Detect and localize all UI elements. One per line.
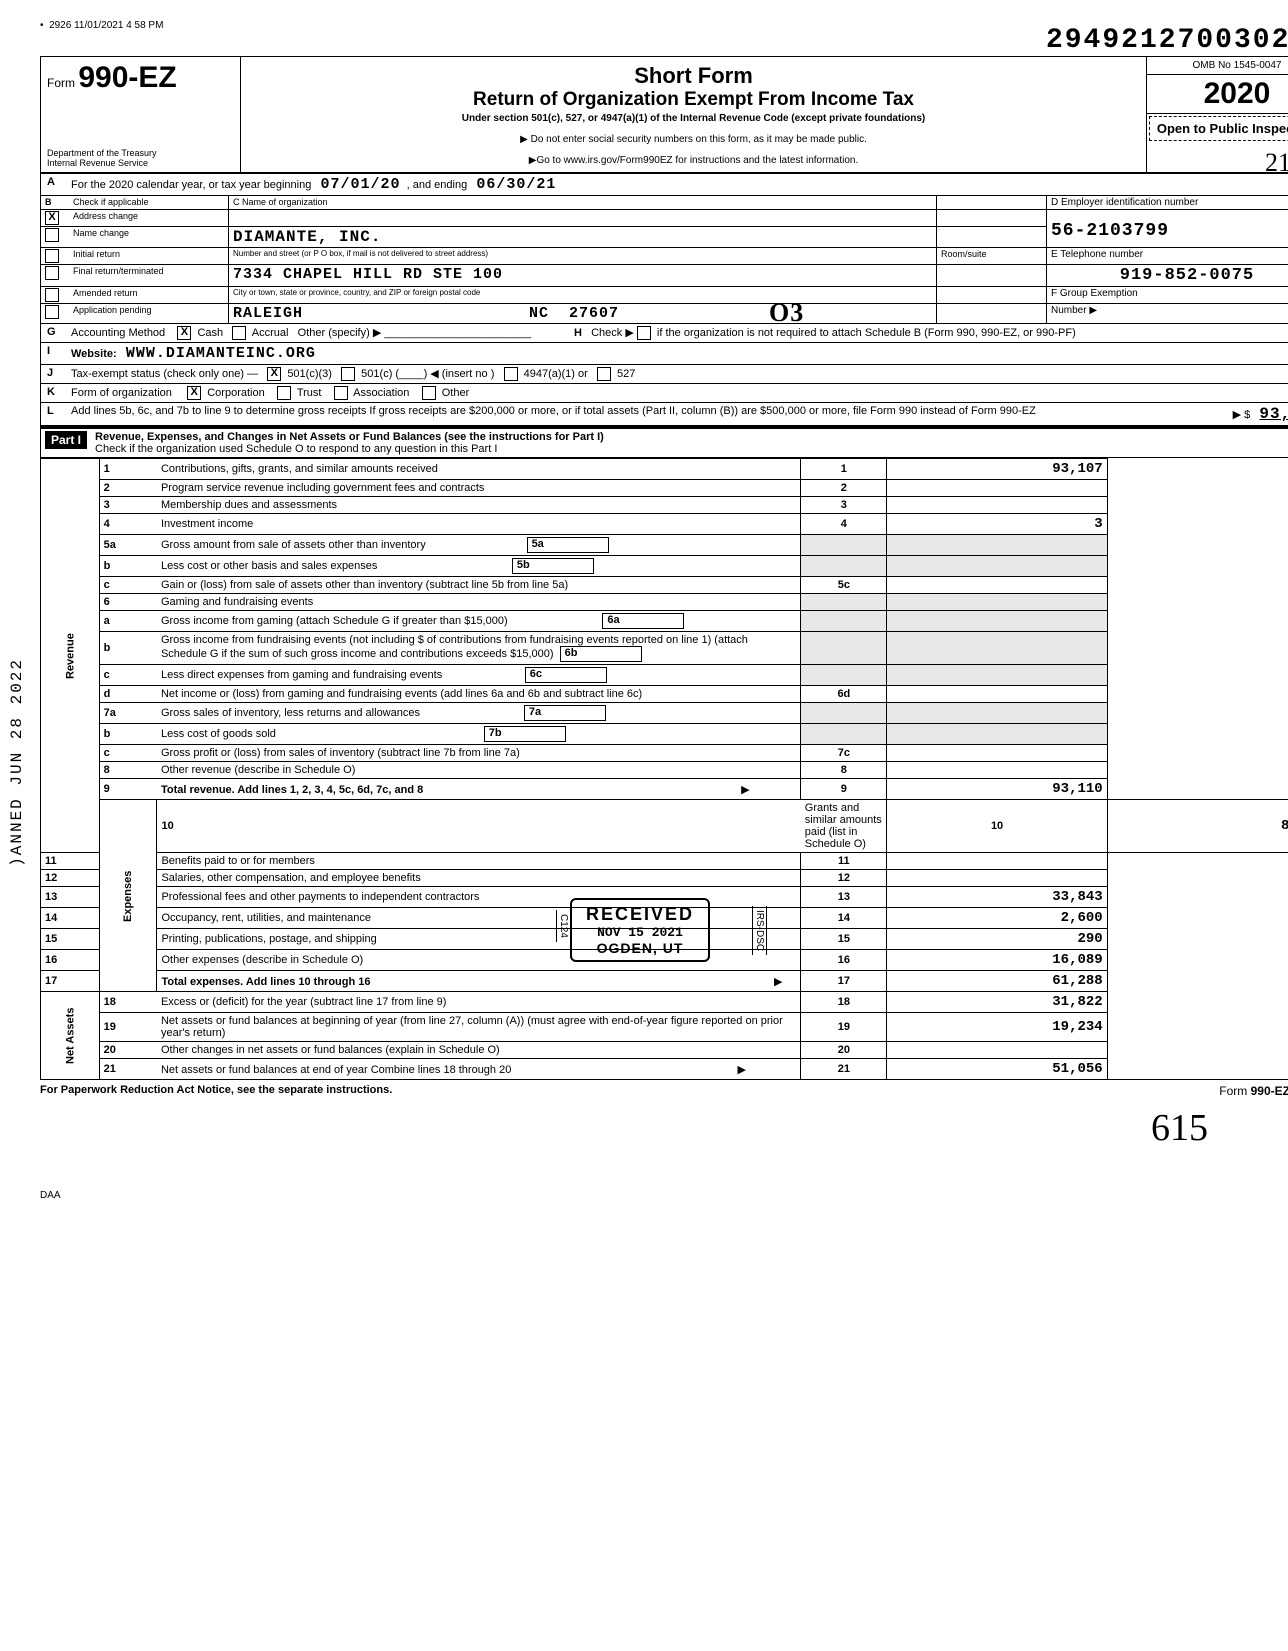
org-info-grid: B Check if applicable C Name of organiza… [40, 196, 1288, 324]
tax-year-begin: 07/01/20 [321, 176, 401, 193]
line-6a-inner: 6a [602, 613, 684, 629]
other-org-checkbox[interactable] [422, 386, 436, 400]
website-value: WWW.DIAMANTEINC.ORG [126, 345, 316, 362]
row-g-h: G Accounting Method X Cash Accrual Other… [40, 324, 1288, 343]
street-label: Number and street (or P O box, if mail i… [229, 248, 937, 265]
initial-return-checkbox[interactable] [45, 249, 59, 263]
corporation-checkbox[interactable]: X [187, 386, 201, 400]
initial-return-label: Initial return [69, 248, 229, 265]
received-stamp: RECEIVED NOV 15 2021 OGDEN, UT [570, 898, 710, 962]
net-assets-section-label: Net Assets [41, 992, 100, 1080]
name-change-label: Name change [69, 227, 229, 248]
schedule-b-checkbox[interactable] [637, 326, 651, 340]
amended-return-checkbox[interactable] [45, 288, 59, 302]
ein-label: D Employer identification number [1047, 196, 1288, 210]
trust-checkbox[interactable] [277, 386, 291, 400]
paperwork-notice: For Paperwork Reduction Act Notice, see … [40, 1084, 392, 1098]
city-state-zip: RALEIGH NC 27607 O3 [229, 304, 937, 324]
line-5b-inner: 5b [512, 558, 594, 574]
daa-label: DAA [40, 1190, 1288, 1201]
gross-receipts-value: 93,110 [1259, 405, 1288, 423]
phone-value: 919-852-0075 [1047, 265, 1288, 287]
part-1-check-text: Check if the organization used Schedule … [95, 443, 497, 455]
expenses-section-label: Expenses [99, 800, 157, 992]
final-return-label: Final return/terminated [69, 265, 229, 287]
amended-return-label: Amended return [69, 287, 229, 304]
stamp-code-left: C124 [556, 910, 571, 942]
527-checkbox[interactable] [597, 367, 611, 381]
line-7a-inner: 7a [524, 705, 606, 721]
part-1-header: Part I Revenue, Expenses, and Changes in… [40, 427, 1288, 458]
form-header: Form 990-EZ Department of the Treasury I… [40, 56, 1288, 174]
row-i: I Website: WWW.DIAMANTEINC.ORG [40, 343, 1288, 365]
dln: 2949212700302 2 [40, 25, 1288, 56]
part-1-label: Part I [45, 431, 87, 449]
row-k: K Form of organization X Corporation Tru… [40, 384, 1288, 403]
footer: For Paperwork Reduction Act Notice, see … [40, 1084, 1288, 1098]
tax-year: 2020 [1147, 75, 1288, 114]
accrual-checkbox[interactable] [232, 326, 246, 340]
cash-checkbox[interactable]: X [177, 326, 191, 340]
501c-checkbox[interactable] [341, 367, 355, 381]
line-6b-inner: 6b [560, 646, 642, 662]
revenue-section-label: Revenue [41, 459, 100, 853]
line-5a-inner: 5a [527, 537, 609, 553]
lines-table: Revenue 1Contributions, gifts, grants, a… [40, 458, 1288, 1080]
501c3-checkbox[interactable]: X [267, 367, 281, 381]
handwritten-03: O3 [769, 298, 804, 328]
association-checkbox[interactable] [334, 386, 348, 400]
group-exemption-label: F Group Exemption [1047, 287, 1288, 304]
address-change-checkbox[interactable]: X [45, 211, 59, 225]
omb-number: OMB No 1545-0047 [1147, 57, 1288, 75]
lines-container: )ANNED JUN 28 2022 Revenue 1Contribution… [40, 458, 1288, 1080]
stamp-code-right: IRS-DSC [752, 906, 767, 955]
line-6c-inner: 6c [525, 667, 607, 683]
open-public: Open to Public Inspection [1149, 116, 1288, 141]
final-return-checkbox[interactable] [45, 266, 59, 280]
ein-value: 56-2103799 [1047, 210, 1288, 248]
row-a: A For the 2020 calendar year, or tax yea… [40, 174, 1288, 196]
note-ssn: ▶ Do not enter social security numbers o… [247, 134, 1140, 145]
scanned-watermark: )ANNED JUN 28 2022 [8, 658, 26, 867]
tax-year-end: 06/30/21 [476, 176, 556, 193]
application-pending-checkbox[interactable] [45, 305, 59, 319]
line-7b-inner: 7b [484, 726, 566, 742]
row-j: J Tax-exempt status (check only one) — X… [40, 365, 1288, 384]
check-if-applicable-label: Check if applicable [69, 196, 229, 210]
name-change-checkbox[interactable] [45, 228, 59, 242]
handwritten-year: 2106 [1265, 148, 1288, 178]
phone-label: E Telephone number [1047, 248, 1288, 265]
4947-checkbox[interactable] [504, 367, 518, 381]
row-l: L Add lines 5b, 6c, and 7b to line 9 to … [40, 403, 1288, 427]
name-of-org-label: C Name of organization [229, 196, 937, 210]
form-ref: Form 990-EZ (2020) [1219, 1084, 1288, 1098]
note-goto: ▶Go to www.irs.gov/Form990EZ for instruc… [247, 155, 1140, 166]
address-change-label: Address change [69, 210, 229, 227]
form-number: Form 990-EZ [47, 61, 234, 95]
handwritten-615: 615 [40, 1106, 1208, 1150]
short-form-title: Short Form [247, 63, 1140, 89]
part-1-title: Revenue, Expenses, and Changes in Net As… [95, 431, 604, 443]
street-value: 7334 CHAPEL HILL RD STE 100 [229, 265, 937, 287]
group-number-label: Number ▶ [1047, 304, 1288, 324]
subtitle: Under section 501(c), 527, or 4947(a)(1)… [247, 113, 1140, 124]
city-label: City or town, state or province, country… [229, 287, 937, 304]
room-label: Room/suite [937, 248, 1047, 265]
dept-label: Department of the Treasury Internal Reve… [47, 148, 234, 168]
org-name: DIAMANTE, INC. [229, 227, 937, 248]
main-title: Return of Organization Exempt From Incom… [247, 89, 1140, 111]
application-pending-label: Application pending [69, 304, 229, 324]
